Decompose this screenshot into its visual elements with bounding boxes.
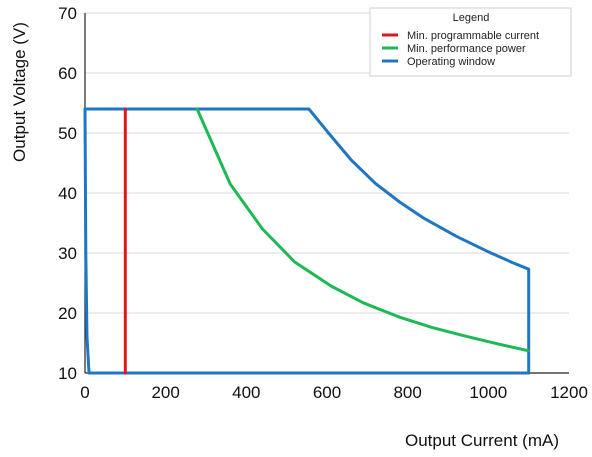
y-tick-label: 60	[58, 64, 77, 83]
y-tick-label: 70	[58, 4, 77, 23]
x-tick-label: 400	[232, 383, 260, 402]
x-tick-label: 0	[80, 383, 89, 402]
series-line	[83, 107, 531, 375]
tick-labels: 10 20 30 40 50 60 70 0 200 400 600 800 1000 1200	[58, 4, 588, 402]
y-tick-label: 30	[58, 244, 77, 263]
x-tick-label: 600	[313, 383, 341, 402]
series-lines	[83, 107, 531, 375]
series-line	[195, 107, 531, 353]
legend-label: Operating window	[407, 56, 495, 68]
y-axis-title: Output Voltage (V)	[10, 22, 29, 162]
y-tick-label: 50	[58, 124, 77, 143]
x-tick-label: 800	[393, 383, 421, 402]
x-tick-label: 200	[151, 383, 179, 402]
legend-title: Legend	[453, 12, 490, 24]
y-tick-label: 20	[58, 304, 77, 323]
y-tick-label: 40	[58, 184, 77, 203]
x-axis-title: Output Current (mA)	[405, 431, 559, 450]
legend-box	[369, 7, 572, 77]
legend-label: Min. programmable current	[407, 30, 539, 42]
x-tick-label: 1000	[469, 383, 507, 402]
x-tick-label: 1200	[550, 383, 588, 402]
legend-label: Min. performance power	[407, 43, 526, 55]
y-tick-label: 10	[58, 364, 77, 383]
